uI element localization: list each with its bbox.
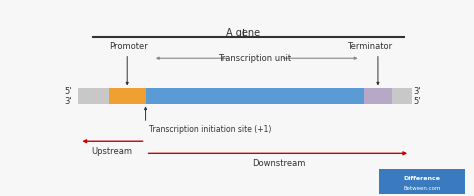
Text: 3': 3' (414, 87, 421, 96)
Text: Upstream: Upstream (91, 147, 132, 156)
Text: Between.com: Between.com (403, 186, 441, 191)
Text: A gene: A gene (226, 28, 260, 38)
Bar (364, 88, 392, 103)
Bar (109, 88, 146, 103)
Text: 5': 5' (414, 97, 421, 106)
Text: Terminator: Terminator (346, 42, 392, 51)
FancyBboxPatch shape (375, 167, 469, 195)
Text: 5': 5' (64, 87, 72, 96)
Text: Downstream: Downstream (252, 159, 305, 168)
Text: Difference: Difference (403, 176, 440, 181)
Text: Transcription unit: Transcription unit (219, 54, 292, 63)
Bar (146, 88, 364, 103)
Text: 3': 3' (64, 97, 72, 106)
Bar (78, 88, 412, 103)
Text: Promoter: Promoter (109, 42, 147, 51)
Text: Transcription initiation site (+1): Transcription initiation site (+1) (149, 125, 272, 134)
